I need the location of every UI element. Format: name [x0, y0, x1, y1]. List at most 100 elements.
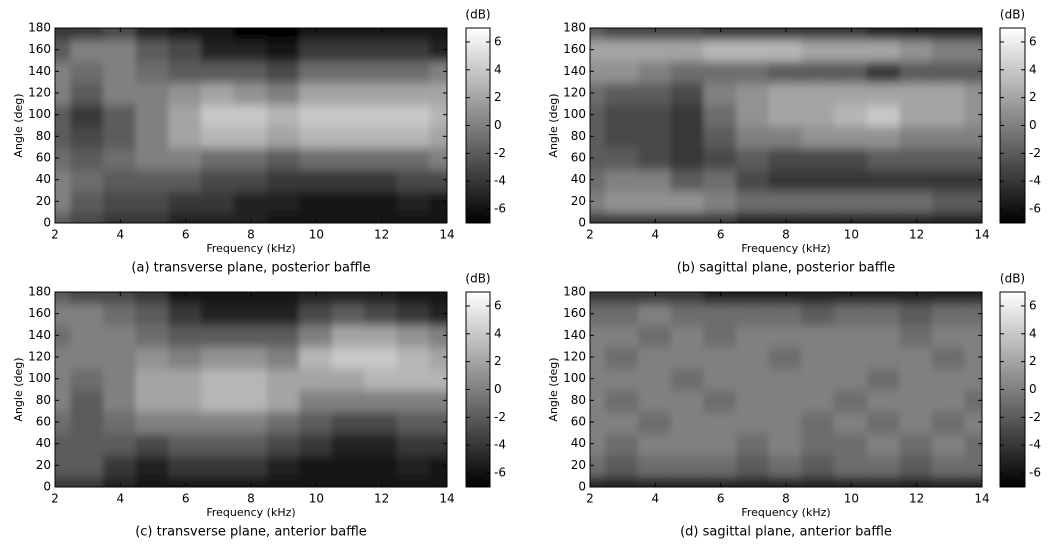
- heatmap-cell: [103, 59, 138, 84]
- colorbar-tick-label: -6: [1029, 466, 1041, 480]
- heatmap-cell: [331, 28, 367, 40]
- heatmap-cell: [899, 366, 934, 391]
- heatmap-cell: [768, 211, 804, 223]
- heatmap-cell: [866, 146, 902, 170]
- heatmap-cell: [834, 28, 869, 40]
- heatmap-cell: [201, 211, 236, 223]
- heatmap-cell: [397, 301, 432, 326]
- heatmap-cell: [233, 81, 269, 105]
- heatmap-cell: [866, 475, 902, 487]
- heatmap-cell: [670, 59, 706, 84]
- heatmap-cell: [103, 475, 138, 487]
- heatmap-cell: [201, 345, 236, 369]
- heatmap-cell: [55, 146, 73, 170]
- heatmap-cell: [429, 102, 447, 127]
- y-axis-label: Angle (deg): [547, 357, 560, 421]
- heatmap-cell: [590, 388, 608, 413]
- heatmap-cell: [55, 28, 73, 40]
- heatmap-cell: [429, 189, 447, 214]
- heatmap-cell: [590, 345, 608, 369]
- heatmap-cell: [397, 366, 432, 391]
- colorbar-label: (dB): [465, 8, 490, 22]
- heatmap-cell: [768, 388, 804, 413]
- y-tick-label: 40: [36, 436, 51, 450]
- heatmap-cell: [103, 366, 138, 391]
- heatmap-cell: [55, 475, 73, 487]
- x-axis-label: Frequency (kHz): [206, 242, 295, 255]
- heatmap-cell: [55, 81, 73, 105]
- heatmap-cell: [866, 323, 902, 348]
- heatmap-cell: [899, 475, 934, 487]
- heatmap-cell: [331, 37, 367, 62]
- heatmap-cell: [70, 388, 105, 413]
- heatmap-cell: [429, 301, 447, 326]
- heatmap-cell: [834, 301, 869, 326]
- heatmap-cell: [168, 28, 203, 40]
- heatmap-cell: [670, 124, 706, 149]
- heatmap-cell: [768, 366, 804, 391]
- heatmap-cell: [266, 211, 301, 223]
- heatmap-cell: [638, 345, 673, 369]
- heatmap-cell: [866, 37, 902, 62]
- heatmap-cell: [168, 366, 203, 391]
- y-tick-label: 20: [571, 194, 586, 208]
- heatmap-cell: [638, 167, 673, 192]
- heatmap-cell: [964, 167, 982, 192]
- x-axis-label: Frequency (kHz): [741, 242, 830, 255]
- heatmap-cell: [670, 81, 706, 105]
- heatmap-cell: [397, 124, 432, 149]
- heatmap-cell: [331, 124, 367, 149]
- heatmap-cell: [70, 146, 105, 170]
- heatmap-cell: [233, 345, 269, 369]
- x-tick-label: 6: [717, 228, 725, 242]
- heatmap-cell: [70, 37, 105, 62]
- heatmap-cell: [801, 301, 836, 326]
- heatmap-cell: [670, 146, 706, 170]
- heatmap-cell: [364, 431, 399, 456]
- heatmap-cell: [638, 81, 673, 105]
- heatmap-cell: [266, 37, 301, 62]
- heatmap-cell: [736, 410, 771, 434]
- colorbar-tick-label: -6: [494, 466, 506, 480]
- y-tick-label: 140: [28, 328, 51, 342]
- heatmap-cell: [70, 167, 105, 192]
- heatmap-cell: [736, 102, 771, 127]
- caption: (c) transverse plane, anterior baffle: [135, 525, 367, 540]
- heatmap-cell: [703, 59, 738, 84]
- x-tick-label: 4: [652, 228, 660, 242]
- heatmap-cell: [55, 167, 73, 192]
- heatmap-cell: [70, 81, 105, 105]
- heatmap-cell: [266, 366, 301, 391]
- heatmap-cell: [135, 189, 171, 214]
- y-tick-label: 60: [36, 151, 51, 165]
- x-tick-label: 14: [974, 228, 989, 242]
- heatmap-cell: [866, 28, 902, 40]
- heatmap-cell: [103, 211, 138, 223]
- heatmap-cell: [397, 475, 432, 487]
- heatmap-cell: [168, 410, 203, 434]
- heatmap-cell: [135, 301, 171, 326]
- heatmap-cell: [135, 323, 171, 348]
- colorbar-tick-label: -4: [494, 174, 506, 188]
- heatmap-cell: [590, 366, 608, 391]
- heatmap-cell: [899, 146, 934, 170]
- heatmap-cell: [233, 410, 269, 434]
- heatmap-cell: [768, 410, 804, 434]
- heatmap-cell: [866, 124, 902, 149]
- heatmap-cell: [670, 453, 706, 478]
- heatmap-cell: [736, 28, 771, 40]
- y-tick-label: 120: [563, 86, 586, 100]
- heatmap-cell: [703, 292, 738, 304]
- heatmap-cell: [135, 410, 171, 434]
- y-tick-label: 140: [563, 328, 586, 342]
- heatmap-cell: [397, 211, 432, 223]
- heatmap-cell: [866, 102, 902, 127]
- colorbar-tick-label: 6: [494, 298, 502, 312]
- heatmap-cell: [70, 292, 105, 304]
- heatmap-cell: [932, 167, 967, 192]
- heatmap-cell: [590, 28, 608, 40]
- x-tick-label: 8: [782, 492, 790, 506]
- heatmap-cell: [397, 323, 432, 348]
- colorbar-tick-label: -6: [1029, 202, 1041, 216]
- heatmap-cell: [899, 81, 934, 105]
